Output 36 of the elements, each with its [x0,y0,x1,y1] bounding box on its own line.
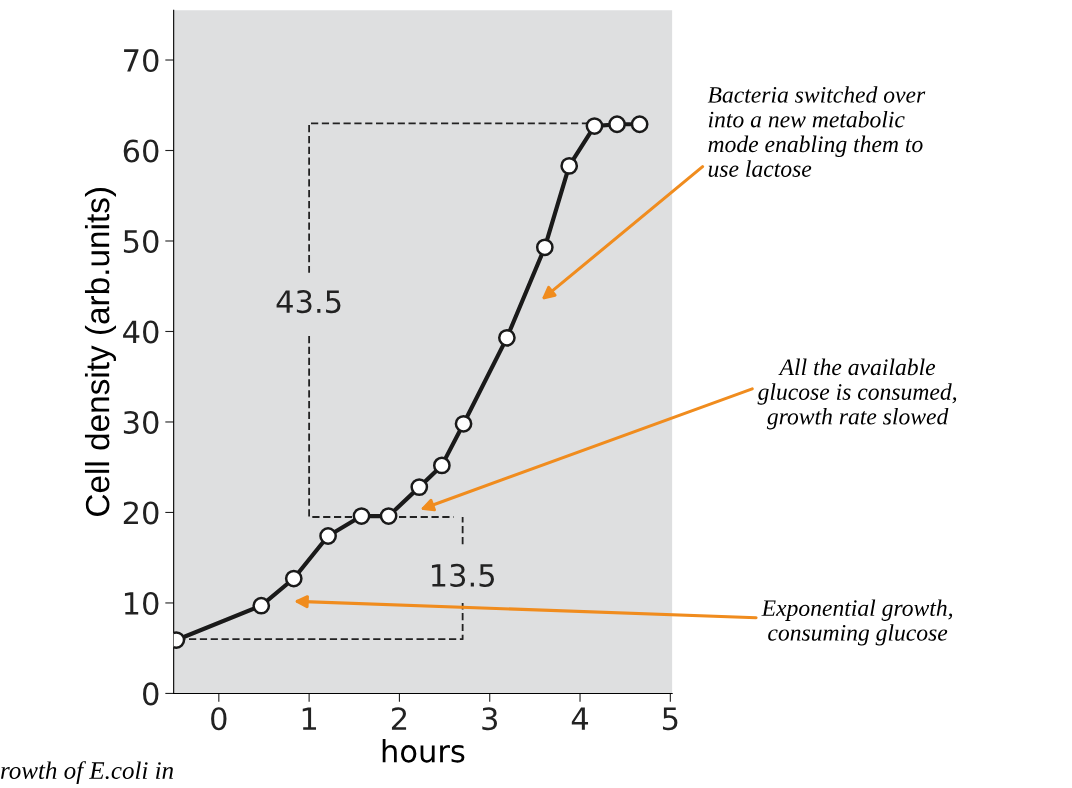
y-tick-label: 70 [124,48,159,73]
point [319,527,337,545]
point [498,328,516,347]
point [284,569,303,588]
point [379,507,398,525]
y-tick-label: 10 [124,591,159,615]
x-tick-label: 1 [302,707,317,730]
x-tick-label: 0 [211,707,227,731]
text: All the available glucose is consumed, growth rate slowed [757,358,957,430]
point [608,115,626,134]
y-tick-label: 40 [123,320,159,344]
annotation: 43.5 [276,290,341,314]
y-axis-title: Cell density (arb.units) [84,188,117,516]
x-tick-label: 3 [482,707,497,731]
y-tick-label: 30 [123,410,159,435]
point [252,596,271,615]
point [585,117,604,135]
y-tick-label: 0 [143,682,159,706]
point [410,478,429,497]
y-tick-label: 50 [123,229,159,254]
point [432,456,451,475]
annotation: 13.5 [431,563,494,587]
point [535,238,554,257]
point [352,507,371,525]
text: Exponential growth, consuming glucose [761,599,953,646]
text: rowth of E.coli in [1,761,174,785]
x-tick-label: 5 [662,707,678,731]
text: Bacteria switched over into a new metabolic mode enabling them to use lactose [707,86,926,177]
point [630,115,649,134]
y-tick-label: 60 [123,139,159,163]
y-tick-label: 20 [123,501,159,525]
x-axis-title: hours [382,738,465,763]
x-tick-label: 4 [571,707,589,730]
x-tick-label: 2 [391,707,407,730]
point [560,157,579,175]
point [454,414,473,433]
